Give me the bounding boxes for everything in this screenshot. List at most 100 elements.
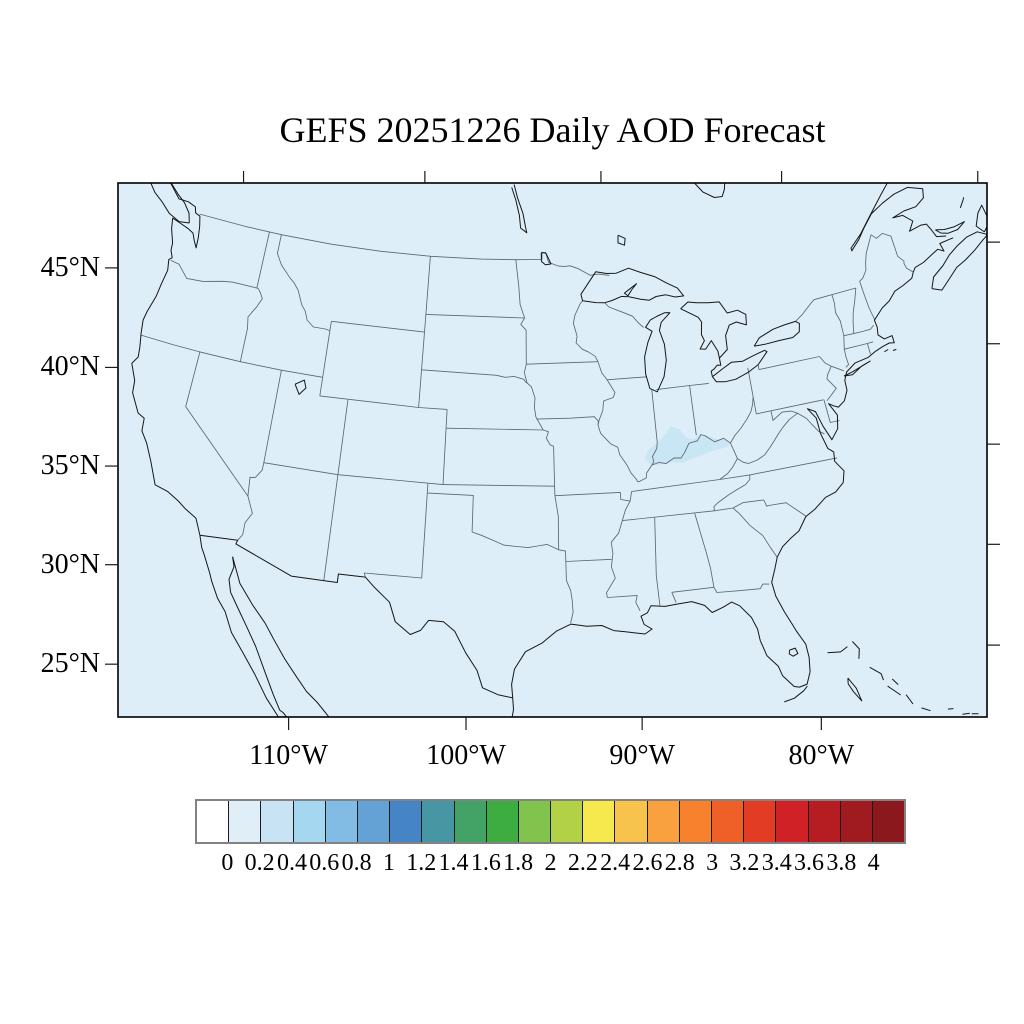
state-border-path (747, 367, 757, 414)
colorbar-cell (261, 801, 294, 842)
state-border-path (713, 474, 751, 511)
state-border-path (606, 500, 631, 598)
coastline-path (753, 320, 800, 347)
coastline-path (901, 725, 905, 728)
state-border-path (607, 595, 641, 612)
coastline-path (232, 556, 330, 717)
coastline-path (944, 732, 956, 737)
state-border-path (604, 302, 644, 328)
map-content (118, 168, 996, 737)
state-border-path (421, 369, 527, 384)
coastline-path (869, 666, 884, 681)
coastline-path (511, 271, 914, 698)
colorbar-cell (293, 801, 326, 842)
coastline-path (644, 312, 671, 393)
state-border-path (689, 385, 697, 436)
state-border-path (446, 427, 544, 431)
state-border-path (719, 474, 750, 480)
plot-title: GEFS 20251226 Daily AOD Forecast (279, 110, 826, 150)
state-border-path (558, 549, 574, 624)
coastline-path (150, 183, 190, 224)
coastline-path (131, 183, 201, 536)
state-border-path (554, 495, 560, 550)
coastline-path (680, 301, 747, 359)
state-border-path (520, 317, 527, 365)
coastline-path (617, 234, 626, 246)
coastline-path (540, 252, 552, 266)
state-border-path (442, 409, 448, 485)
map-background (118, 183, 987, 717)
coastline-path (511, 184, 528, 234)
colorbar-cell (872, 801, 905, 842)
coastline-path (827, 646, 848, 654)
coastline-path (947, 708, 954, 710)
state-border-path (813, 287, 856, 301)
coastline-path (850, 183, 947, 252)
state-border-path (654, 517, 661, 606)
coastline-path (694, 183, 726, 198)
coastline-path (847, 677, 863, 702)
state-border-path (843, 335, 850, 368)
state-border-path (427, 492, 474, 533)
colorbar-cell (518, 801, 552, 842)
colorbar-cell (647, 801, 680, 842)
coastline-path (935, 221, 965, 234)
state-border-path (671, 583, 770, 593)
map-ticks (105, 171, 1000, 730)
state-border-path (757, 356, 820, 371)
colorbar-cell (712, 801, 745, 842)
state-border-path (565, 558, 612, 562)
state-border-path (140, 334, 323, 378)
state-border-path (866, 343, 871, 355)
state-border-path (323, 474, 339, 581)
state-border-path (756, 399, 824, 415)
colorbar-cell (390, 801, 423, 842)
coastline-path (892, 348, 897, 351)
state-border-path (442, 484, 555, 487)
state-border-path (239, 288, 263, 362)
coastline-path (912, 237, 954, 273)
state-border-path (770, 411, 774, 421)
state-border-path (852, 287, 857, 334)
state-border-path (170, 259, 259, 289)
coastline-path (511, 697, 514, 717)
state-border-path (247, 462, 265, 497)
coastline-path (199, 534, 513, 699)
colorbar-cell (776, 801, 809, 842)
state-border-path (597, 361, 638, 483)
state-border-path (651, 390, 658, 466)
coastline-path (921, 707, 931, 712)
coastline-path (712, 349, 768, 383)
colorbar-cell (551, 801, 584, 842)
aod-patch (644, 426, 730, 466)
colorbar-cell (615, 801, 648, 842)
state-border-path (425, 313, 525, 319)
coastline-path (959, 197, 965, 209)
colorbar-cell (197, 801, 230, 842)
state-border-path (263, 370, 282, 463)
coastline-path (914, 168, 948, 174)
coastline-path (905, 694, 914, 705)
colorbar-cell (679, 801, 712, 842)
coastline-path (852, 641, 860, 659)
state-border-path (572, 300, 599, 362)
state-border-path (749, 457, 838, 476)
colorbar-cell (422, 801, 455, 842)
colorbar-cell (808, 801, 841, 842)
state-border-path (523, 364, 544, 431)
state-border-path (607, 376, 647, 381)
coastline-path (989, 179, 996, 189)
state-border-path (819, 356, 837, 402)
coastline-path (788, 647, 799, 657)
state-border-path (319, 395, 448, 410)
state-border-path (732, 499, 807, 517)
state-border-path (554, 491, 633, 502)
colorbar-cell (486, 801, 519, 842)
state-border-path (631, 479, 720, 492)
colorbar-cell (325, 801, 358, 842)
coastline-path (294, 379, 307, 395)
state-border-path (424, 256, 431, 333)
state-border-path (831, 294, 845, 336)
state-border-path (515, 259, 526, 319)
